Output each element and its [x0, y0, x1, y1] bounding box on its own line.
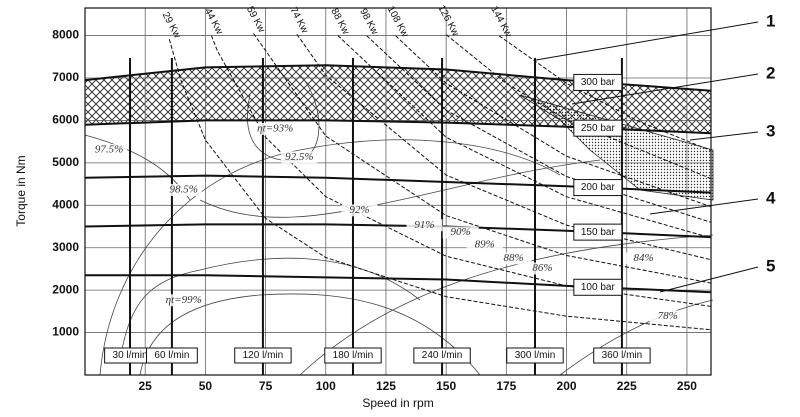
flow-label: 240 l/min	[422, 350, 463, 361]
efficiency-label-bg	[649, 310, 686, 323]
efficiency-contour	[299, 234, 714, 376]
flow-label-box	[146, 347, 198, 364]
flow-label: 360 l/min	[602, 350, 643, 361]
efficiency-contour	[139, 293, 481, 376]
leader-line	[689, 131, 759, 141]
pressure-label: 200 bar	[581, 182, 616, 193]
callout: 3	[766, 121, 775, 140]
flow-label-box	[234, 347, 292, 364]
pressure-label: 150 bar	[581, 227, 616, 238]
x-tick-label: 100	[316, 379, 336, 393]
x-tick-label: 75	[259, 379, 273, 393]
flow-label: 300 l/min	[515, 350, 556, 361]
pressure-label: 100 bar	[581, 282, 616, 293]
y-tick-label: 7000	[52, 70, 79, 84]
power-curve	[168, 39, 712, 331]
pressure-label-box	[573, 73, 623, 91]
y-tick-label: 8000	[52, 28, 79, 42]
x-axis-title: Speed in rpm	[362, 396, 433, 410]
x-tick-label: 50	[199, 379, 213, 393]
efficiency-label-bg	[625, 252, 662, 265]
pressure-label: 300 bar	[581, 77, 616, 88]
efficiency-label-bg	[466, 239, 503, 252]
y-tick-label: 3000	[52, 240, 79, 254]
leader-line	[649, 198, 759, 215]
leader-line	[535, 21, 759, 61]
flow-label: 180 l/min	[333, 350, 374, 361]
y-tick-label: 1000	[52, 325, 79, 339]
power-curve	[366, 35, 712, 223]
x-tick-label: 225	[617, 379, 637, 393]
pressure-label-box	[573, 119, 623, 137]
callout: 1	[766, 11, 775, 30]
efficiency-label: ηt=93%	[257, 122, 293, 134]
efficiency-contour	[99, 139, 561, 376]
pressure-label-box	[573, 179, 623, 197]
efficiency-label-bg	[442, 226, 479, 239]
x-tick-label: 250	[677, 379, 697, 393]
efficiency-label: 86%	[532, 262, 552, 274]
efficiency-label-bg	[91, 144, 128, 157]
power-curve	[498, 35, 712, 152]
x-tick-label: 150	[436, 379, 456, 393]
efficiency-label-bg	[341, 204, 378, 217]
efficiency-label-bg	[257, 122, 294, 135]
y-axis-title: Torque in Nm	[14, 155, 28, 226]
efficiency-label: 78%	[658, 310, 678, 322]
power-curve	[337, 35, 712, 239]
efficiency-label: 90%	[451, 226, 471, 238]
efficiency-label-bg	[524, 262, 561, 275]
efficiency-label: 88%	[503, 252, 523, 264]
efficiency-label: 84%	[633, 252, 653, 264]
y-tick-label: 2000	[52, 282, 79, 296]
pressure-label: 250 bar	[581, 123, 616, 134]
flow-label-box	[506, 347, 564, 364]
efficiency-label: 91%	[414, 219, 434, 231]
efficiency-label-bg	[495, 252, 532, 265]
x-tick-label: 175	[496, 379, 516, 393]
x-tick-label: 200	[557, 379, 577, 393]
efficiency-label-bg	[165, 184, 202, 197]
y-tick-label: 4000	[52, 197, 79, 211]
efficiency-label: 97.5%	[95, 144, 123, 156]
leader-line	[571, 73, 759, 105]
flow-label-box	[413, 347, 471, 364]
efficiency-label: 89%	[475, 239, 495, 251]
leader-line	[659, 266, 759, 293]
y-tick-label: 5000	[52, 155, 79, 169]
flow-label-box	[324, 347, 382, 364]
pressure-label-box	[573, 223, 623, 241]
flow-label: 30 l/min	[113, 350, 148, 361]
flow-label-box	[593, 347, 651, 364]
efficiency-label-bg	[406, 219, 443, 232]
efficiency-label-bg	[281, 151, 318, 164]
x-tick-label: 25	[139, 379, 153, 393]
efficiency-label: 92%	[349, 204, 369, 216]
plot-frame	[84, 7, 712, 376]
callout-leaders	[535, 21, 759, 293]
y-tick-label: 6000	[52, 113, 79, 127]
efficiency-label: 92.5%	[285, 151, 313, 163]
power-curve	[210, 35, 712, 307]
efficiency-label-bg	[165, 294, 202, 307]
efficiency-contour	[199, 159, 601, 218]
callout: 4	[766, 188, 776, 207]
efficiency-label: 98.5%	[170, 184, 198, 196]
power-curve	[445, 34, 712, 180]
power-curve	[253, 33, 712, 284]
pressure-label-box	[573, 278, 623, 296]
power-curve	[395, 35, 712, 208]
callout: 2	[766, 63, 775, 82]
flow-label: 60 l/min	[154, 350, 189, 361]
callout: 5	[766, 256, 775, 275]
efficiency-label: ηt=99%	[166, 294, 202, 306]
x-tick-label: 125	[376, 379, 396, 393]
flow-label: 120 l/min	[243, 350, 284, 361]
